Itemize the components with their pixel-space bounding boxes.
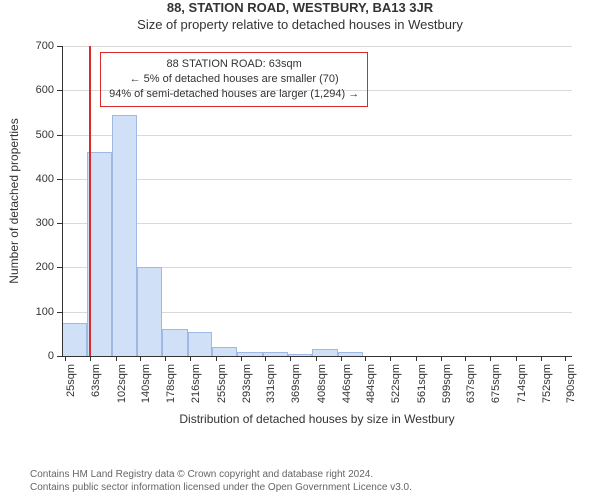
- grid-line: [62, 179, 572, 180]
- footer: Contains HM Land Registry data © Crown c…: [30, 468, 412, 494]
- page-title: 88, STATION ROAD, WESTBURY, BA13 3JR: [0, 0, 600, 15]
- histogram-bar: [212, 347, 237, 356]
- x-tick: [290, 356, 291, 361]
- x-tick-label: 178sqm: [165, 364, 177, 404]
- histogram-bar: [162, 329, 188, 356]
- x-tick-label: 599sqm: [441, 364, 453, 404]
- x-tick: [416, 356, 417, 361]
- marker-line: [89, 46, 91, 356]
- x-tick-label: 255sqm: [216, 364, 228, 404]
- chart-container: 88 STATION ROAD: 63sqm← 5% of detached h…: [0, 36, 600, 436]
- y-tick-label: 600: [0, 84, 54, 96]
- y-tick-label: 500: [0, 129, 54, 141]
- grid-line: [62, 223, 572, 224]
- x-tick: [490, 356, 491, 361]
- histogram-bar: [188, 332, 213, 356]
- x-tick-label: 446sqm: [341, 364, 353, 404]
- y-tick: [57, 312, 62, 313]
- x-tick-label: 331sqm: [265, 364, 277, 404]
- y-tick: [57, 179, 62, 180]
- x-tick-label: 293sqm: [241, 364, 253, 404]
- x-tick: [190, 356, 191, 361]
- plot-area: 88 STATION ROAD: 63sqm← 5% of detached h…: [62, 46, 572, 356]
- annotation-line: 88 STATION ROAD: 63sqm: [109, 57, 359, 72]
- footer-line-1: Contains HM Land Registry data © Crown c…: [30, 468, 412, 481]
- x-tick: [316, 356, 317, 361]
- x-tick-label: 752sqm: [541, 364, 553, 404]
- x-tick-label: 25sqm: [65, 364, 77, 404]
- x-tick-label: 714sqm: [516, 364, 528, 404]
- x-tick-label: 369sqm: [290, 364, 302, 404]
- histogram-bar: [137, 267, 162, 356]
- page-subtitle: Size of property relative to detached ho…: [0, 17, 600, 32]
- x-tick-label: 522sqm: [390, 364, 402, 404]
- x-tick: [390, 356, 391, 361]
- x-tick-label: 140sqm: [140, 364, 152, 404]
- x-tick-label: 637sqm: [465, 364, 477, 404]
- x-axis-title: Distribution of detached houses by size …: [62, 412, 572, 426]
- y-tick-label: 100: [0, 306, 54, 318]
- y-tick: [57, 135, 62, 136]
- x-tick: [265, 356, 266, 361]
- y-axis-title: Number of detached properties: [7, 118, 21, 283]
- y-tick: [57, 267, 62, 268]
- y-tick-label: 200: [0, 261, 54, 273]
- x-tick: [341, 356, 342, 361]
- x-tick: [165, 356, 166, 361]
- y-tick: [57, 46, 62, 47]
- x-tick: [516, 356, 517, 361]
- x-tick: [90, 356, 91, 361]
- x-tick: [65, 356, 66, 361]
- x-tick-label: 561sqm: [416, 364, 428, 404]
- grid-line: [62, 46, 572, 47]
- y-axis: [62, 46, 63, 356]
- x-tick: [365, 356, 366, 361]
- x-tick: [465, 356, 466, 361]
- histogram-bar: [312, 349, 338, 356]
- x-tick: [241, 356, 242, 361]
- y-tick: [57, 356, 62, 357]
- histogram-bar: [112, 115, 137, 356]
- annotation-line: 94% of semi-detached houses are larger (…: [109, 87, 359, 102]
- grid-line: [62, 135, 572, 136]
- y-tick: [57, 223, 62, 224]
- y-tick-label: 700: [0, 40, 54, 52]
- histogram-bar: [62, 323, 87, 356]
- x-tick-label: 675sqm: [490, 364, 502, 404]
- x-tick: [116, 356, 117, 361]
- x-tick-label: 484sqm: [365, 364, 377, 404]
- x-tick: [140, 356, 141, 361]
- x-tick-label: 216sqm: [190, 364, 202, 404]
- x-tick-label: 790sqm: [565, 364, 577, 404]
- annotation-box: 88 STATION ROAD: 63sqm← 5% of detached h…: [100, 52, 368, 107]
- x-tick-label: 63sqm: [90, 364, 102, 404]
- y-tick-label: 300: [0, 217, 54, 229]
- x-tick-label: 408sqm: [316, 364, 328, 404]
- x-axis: [62, 356, 572, 357]
- x-tick-label: 102sqm: [116, 364, 128, 404]
- x-tick: [541, 356, 542, 361]
- y-tick-label: 400: [0, 173, 54, 185]
- y-tick-label: 0: [0, 350, 54, 362]
- footer-line-2: Contains public sector information licen…: [30, 481, 412, 494]
- y-tick: [57, 90, 62, 91]
- x-tick: [565, 356, 566, 361]
- x-tick: [216, 356, 217, 361]
- x-tick: [441, 356, 442, 361]
- annotation-line: ← 5% of detached houses are smaller (70): [109, 72, 359, 87]
